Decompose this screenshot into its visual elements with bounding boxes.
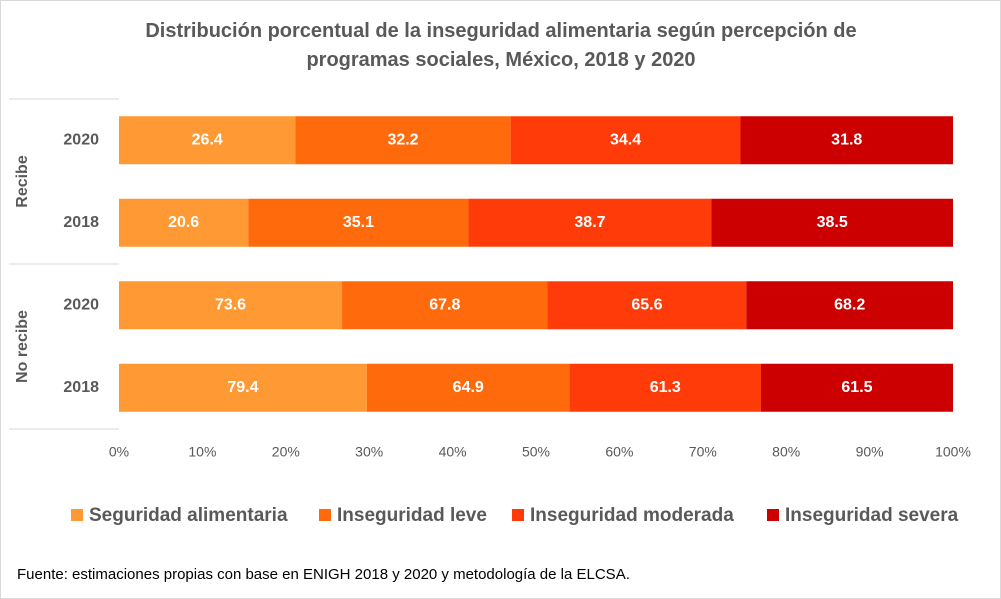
x-tick-label: 50% [522, 444, 550, 460]
data-label: 38.5 [817, 214, 848, 231]
group-label: Recibe [14, 155, 31, 208]
bar-segment [342, 281, 548, 330]
bar-segment [746, 281, 953, 330]
x-tick-label: 80% [772, 444, 800, 460]
data-label: 20.6 [168, 214, 199, 231]
bar-segment [711, 198, 953, 247]
bar-segment [366, 363, 570, 412]
bar-segment [119, 198, 249, 247]
legend-label: Inseguridad moderada [530, 505, 734, 526]
bar-segment [740, 116, 953, 165]
x-tick-label: 100% [935, 444, 971, 460]
data-label: 65.6 [631, 296, 662, 313]
data-label: 61.5 [841, 379, 872, 396]
x-tick-label: 70% [689, 444, 717, 460]
data-label: 31.8 [831, 131, 862, 148]
bar-segment [248, 198, 469, 247]
bar-segment [569, 363, 761, 412]
bar-segment [119, 363, 367, 412]
legend-swatch [512, 509, 524, 521]
y-tick-label: 2018 [63, 214, 99, 231]
legend-swatch [319, 509, 331, 521]
data-label: 35.1 [343, 214, 374, 231]
bar-segment [510, 116, 741, 165]
legend-label: Seguridad alimentaria [89, 505, 288, 526]
bar-segment [468, 198, 712, 247]
chart-title: Distribución porcentual de la insegurida… [145, 20, 857, 71]
data-label: 79.4 [227, 379, 258, 396]
x-tick-label: 30% [355, 444, 383, 460]
legend-swatch [767, 509, 779, 521]
data-label: 61.3 [650, 379, 681, 396]
x-tick-label: 0% [109, 444, 129, 460]
data-label: 34.4 [610, 131, 641, 148]
legend-swatch [71, 509, 83, 521]
bar-segment [547, 281, 747, 330]
y-tick-label: 2018 [63, 379, 99, 396]
legend-label: Inseguridad severa [785, 505, 959, 526]
y-tick-label: 2020 [63, 296, 99, 313]
x-tick-label: 10% [188, 444, 216, 460]
x-tick-label: 20% [272, 444, 300, 460]
data-label: 38.7 [574, 214, 605, 231]
bar-segment [760, 363, 953, 412]
bar-segment [119, 116, 296, 165]
data-label: 68.2 [834, 296, 865, 313]
data-label: 26.4 [192, 131, 223, 148]
data-label: 67.8 [429, 296, 460, 313]
data-label: 73.6 [215, 296, 246, 313]
x-tick-label: 60% [605, 444, 633, 460]
legend-label: Inseguridad leve [337, 505, 487, 526]
group-label: No recibe [14, 310, 31, 383]
bar-segment [119, 281, 343, 330]
data-label: 64.9 [453, 379, 484, 396]
source-note: Fuente: estimaciones propias con base en… [17, 566, 630, 583]
y-tick-label: 2020 [63, 131, 99, 148]
bar-segment [295, 116, 511, 165]
x-tick-label: 90% [856, 444, 884, 460]
x-tick-label: 40% [439, 444, 467, 460]
data-label: 32.2 [387, 131, 418, 148]
